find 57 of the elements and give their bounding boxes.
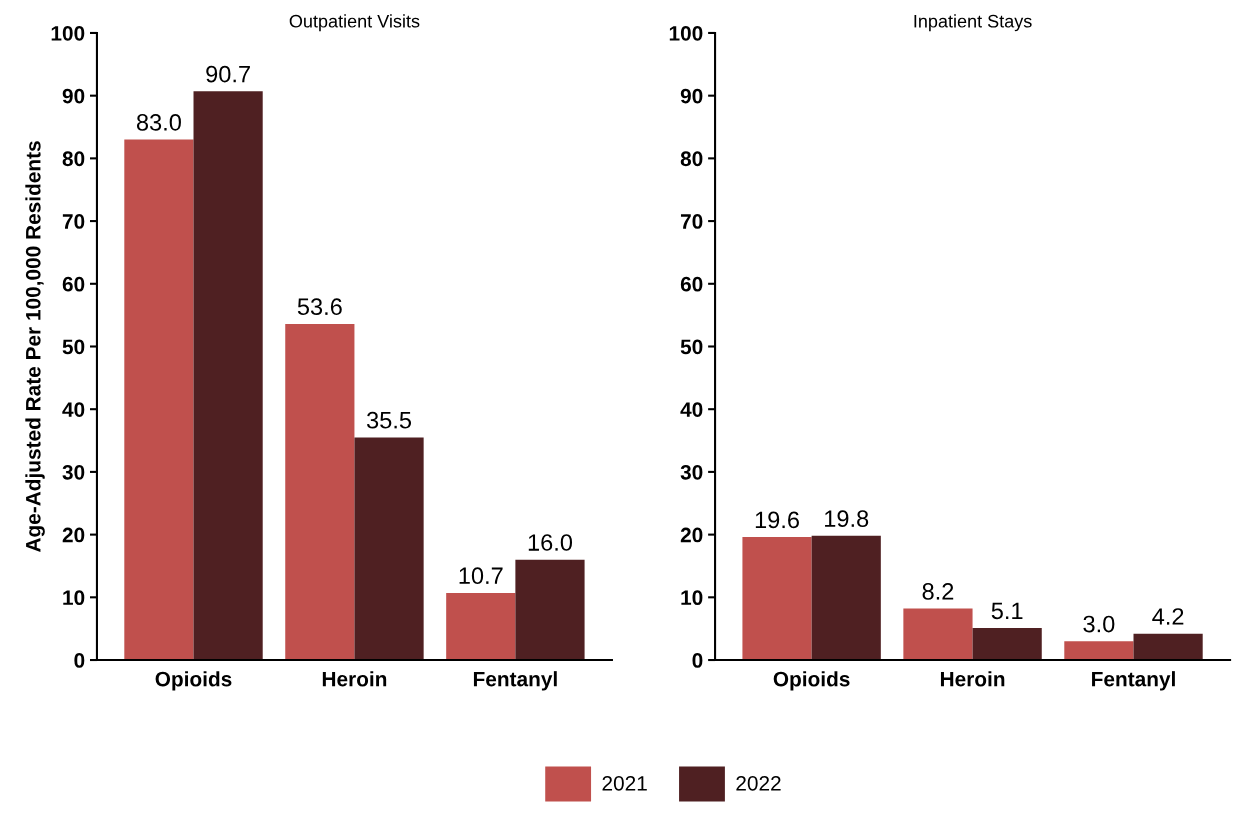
x-tick-label: Opioids bbox=[155, 671, 232, 691]
y-tick-label: 60 bbox=[62, 276, 85, 292]
chart-title: Inpatient Stays bbox=[914, 14, 1032, 32]
y-tick-label: 30 bbox=[62, 464, 85, 480]
y-axis-title: Age-Adjusted Rate Per 100,000 Residents bbox=[25, 141, 45, 553]
y-tick-label: 10 bbox=[63, 590, 85, 606]
data-label: 83.0 bbox=[136, 114, 181, 131]
bar bbox=[1064, 641, 1134, 661]
bar bbox=[903, 608, 973, 661]
bar bbox=[811, 535, 881, 661]
bar bbox=[354, 437, 424, 661]
y-tick-label: 70 bbox=[62, 214, 85, 229]
x-tick-label: Opioids bbox=[773, 671, 850, 691]
x-tick-label: Fentanyl bbox=[1092, 671, 1175, 691]
y-tick-label: 30 bbox=[680, 464, 703, 480]
data-label: 8.2 bbox=[922, 583, 954, 600]
data-label: 16.0 bbox=[528, 534, 573, 551]
y-tick-label: 50 bbox=[680, 339, 703, 355]
bar bbox=[742, 537, 812, 661]
y-tick-label: 100 bbox=[51, 25, 85, 41]
data-label: 53.6 bbox=[297, 298, 342, 316]
data-label: 19.8 bbox=[825, 510, 869, 528]
y-tick-label: 100 bbox=[669, 25, 703, 41]
legend-label: 2022 bbox=[736, 775, 781, 791]
y-tick-label: 90 bbox=[62, 88, 85, 104]
y-tick-label: 70 bbox=[680, 214, 703, 229]
data-label: 35.5 bbox=[366, 411, 412, 429]
bar bbox=[446, 592, 516, 661]
y-tick-label: 50 bbox=[62, 339, 85, 355]
y-tick-label: 40 bbox=[62, 402, 85, 417]
x-tick-label: Heroin bbox=[940, 671, 1005, 687]
x-tick-label: Heroin bbox=[322, 671, 387, 687]
y-tick-label: 0 bbox=[692, 653, 703, 668]
bar bbox=[124, 139, 194, 661]
data-label: 4.2 bbox=[1152, 608, 1184, 625]
y-tick-label: 10 bbox=[681, 590, 703, 606]
bar bbox=[1133, 633, 1203, 661]
bar bbox=[972, 628, 1042, 661]
data-label: 3.0 bbox=[1083, 615, 1115, 633]
x-tick-label: Fentanyl bbox=[473, 671, 557, 691]
y-tick-label: 20 bbox=[680, 527, 703, 543]
y-tick-label: 20 bbox=[62, 527, 85, 543]
y-tick-label: 80 bbox=[680, 151, 703, 167]
chart-title: Outpatient Visits bbox=[289, 14, 420, 32]
data-label: 5.1 bbox=[991, 602, 1023, 620]
y-tick-label: 60 bbox=[680, 276, 703, 292]
y-tick-label: 40 bbox=[680, 402, 703, 417]
bar bbox=[515, 559, 585, 661]
data-label: 10.7 bbox=[459, 567, 503, 585]
y-tick-label: 80 bbox=[62, 151, 85, 167]
y-tick-label: 0 bbox=[74, 653, 85, 668]
data-label: 90.7 bbox=[206, 65, 250, 83]
y-tick-label: 90 bbox=[680, 88, 703, 104]
legend-label: 2021 bbox=[602, 775, 647, 791]
bar bbox=[285, 323, 355, 661]
data-label: 19.6 bbox=[755, 511, 799, 529]
bar bbox=[193, 91, 263, 661]
